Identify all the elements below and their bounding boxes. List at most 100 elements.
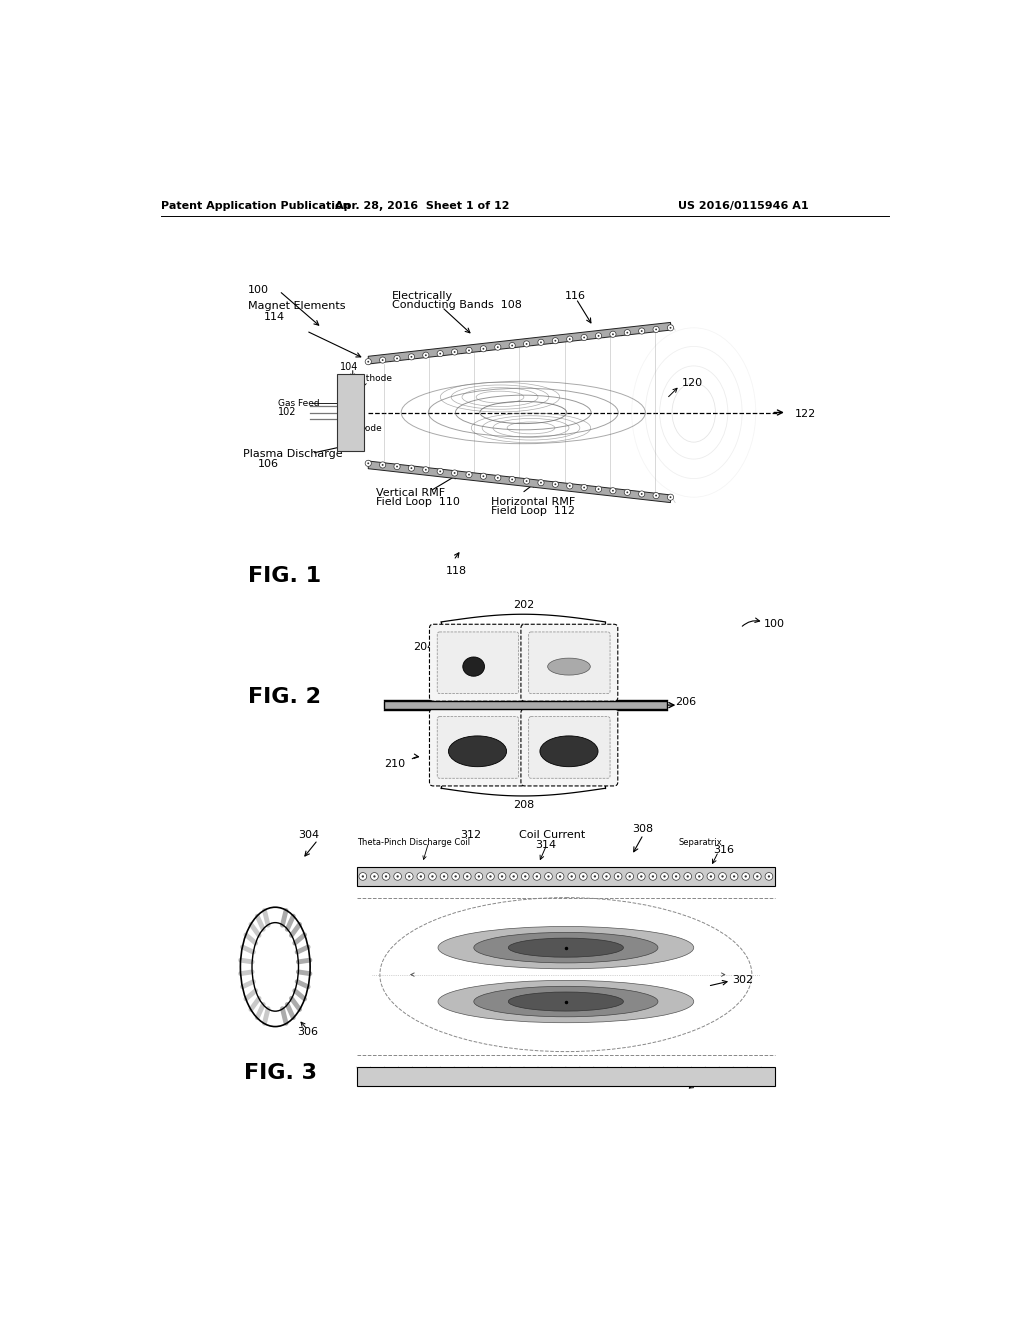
Circle shape xyxy=(580,873,587,880)
Circle shape xyxy=(497,477,499,479)
Text: Electrically: Electrically xyxy=(391,290,453,301)
Text: 314: 314 xyxy=(535,840,556,850)
Text: Coil Current: Coil Current xyxy=(519,830,586,840)
Ellipse shape xyxy=(449,737,507,767)
Text: 204: 204 xyxy=(414,642,434,652)
Circle shape xyxy=(710,875,712,878)
Circle shape xyxy=(499,873,506,880)
FancyBboxPatch shape xyxy=(528,717,610,779)
Circle shape xyxy=(431,875,433,878)
Circle shape xyxy=(540,342,542,343)
Circle shape xyxy=(396,358,398,359)
Circle shape xyxy=(625,330,631,335)
Polygon shape xyxy=(369,461,671,503)
Circle shape xyxy=(468,350,470,351)
Circle shape xyxy=(651,875,654,878)
Text: Cathode: Cathode xyxy=(354,374,392,383)
Circle shape xyxy=(380,462,386,469)
Circle shape xyxy=(380,356,386,363)
Circle shape xyxy=(707,873,715,880)
Circle shape xyxy=(641,494,643,495)
Circle shape xyxy=(464,873,471,880)
Circle shape xyxy=(627,491,629,494)
Text: 302: 302 xyxy=(732,974,754,985)
Circle shape xyxy=(744,875,746,878)
Circle shape xyxy=(765,873,773,880)
Circle shape xyxy=(452,873,460,880)
Text: 210: 210 xyxy=(384,759,404,770)
Text: Plasma Discharge: Plasma Discharge xyxy=(243,449,342,459)
Circle shape xyxy=(686,875,689,878)
Circle shape xyxy=(741,873,750,880)
Circle shape xyxy=(382,359,384,360)
Circle shape xyxy=(366,461,372,466)
Circle shape xyxy=(480,346,486,352)
Circle shape xyxy=(639,491,645,498)
Circle shape xyxy=(495,345,501,350)
Circle shape xyxy=(554,339,556,342)
Circle shape xyxy=(552,338,558,343)
Circle shape xyxy=(497,346,499,348)
Circle shape xyxy=(756,875,759,878)
Circle shape xyxy=(439,470,441,473)
Circle shape xyxy=(368,462,370,465)
Circle shape xyxy=(409,354,415,360)
Circle shape xyxy=(501,875,503,878)
Circle shape xyxy=(598,335,599,337)
Circle shape xyxy=(641,330,643,331)
Circle shape xyxy=(640,875,642,878)
Circle shape xyxy=(538,479,544,486)
Circle shape xyxy=(570,875,572,878)
Text: 106: 106 xyxy=(258,459,280,469)
Circle shape xyxy=(612,334,613,335)
Bar xyxy=(356,1067,775,1086)
FancyBboxPatch shape xyxy=(429,709,526,785)
Text: 306: 306 xyxy=(297,1027,317,1038)
Ellipse shape xyxy=(508,939,624,957)
Ellipse shape xyxy=(508,993,624,1011)
Circle shape xyxy=(582,875,585,878)
Circle shape xyxy=(547,875,550,878)
Circle shape xyxy=(670,496,672,498)
Circle shape xyxy=(523,478,529,484)
Circle shape xyxy=(382,873,390,880)
Polygon shape xyxy=(369,322,671,364)
Text: 202: 202 xyxy=(513,601,534,610)
Circle shape xyxy=(423,467,429,473)
Circle shape xyxy=(396,466,398,467)
Circle shape xyxy=(629,875,631,878)
Circle shape xyxy=(584,337,585,338)
Text: 312: 312 xyxy=(460,830,481,840)
Text: FIG. 1: FIG. 1 xyxy=(248,566,322,586)
Ellipse shape xyxy=(540,737,598,767)
Circle shape xyxy=(489,875,492,878)
Circle shape xyxy=(406,873,413,880)
Text: Magnet Elements: Magnet Elements xyxy=(248,301,346,310)
Circle shape xyxy=(510,873,517,880)
Circle shape xyxy=(425,354,427,356)
Circle shape xyxy=(382,465,384,466)
Circle shape xyxy=(545,873,552,880)
Circle shape xyxy=(439,352,441,355)
Circle shape xyxy=(454,473,456,474)
Circle shape xyxy=(420,875,422,878)
Circle shape xyxy=(653,492,659,499)
Circle shape xyxy=(698,875,700,878)
Circle shape xyxy=(653,326,659,333)
Circle shape xyxy=(511,479,513,480)
Circle shape xyxy=(627,331,629,334)
Text: 316: 316 xyxy=(713,845,734,855)
Text: Anode: Anode xyxy=(354,424,383,433)
Circle shape xyxy=(466,875,468,878)
Circle shape xyxy=(591,873,599,880)
Circle shape xyxy=(721,875,724,878)
Circle shape xyxy=(468,474,470,475)
Circle shape xyxy=(374,875,376,878)
Text: Vertical RMF: Vertical RMF xyxy=(376,488,445,498)
Circle shape xyxy=(480,473,486,479)
Circle shape xyxy=(409,875,411,878)
Circle shape xyxy=(385,875,387,878)
Circle shape xyxy=(525,480,527,482)
Text: Apr. 28, 2016  Sheet 1 of 12: Apr. 28, 2016 Sheet 1 of 12 xyxy=(335,201,510,211)
Circle shape xyxy=(454,351,456,352)
